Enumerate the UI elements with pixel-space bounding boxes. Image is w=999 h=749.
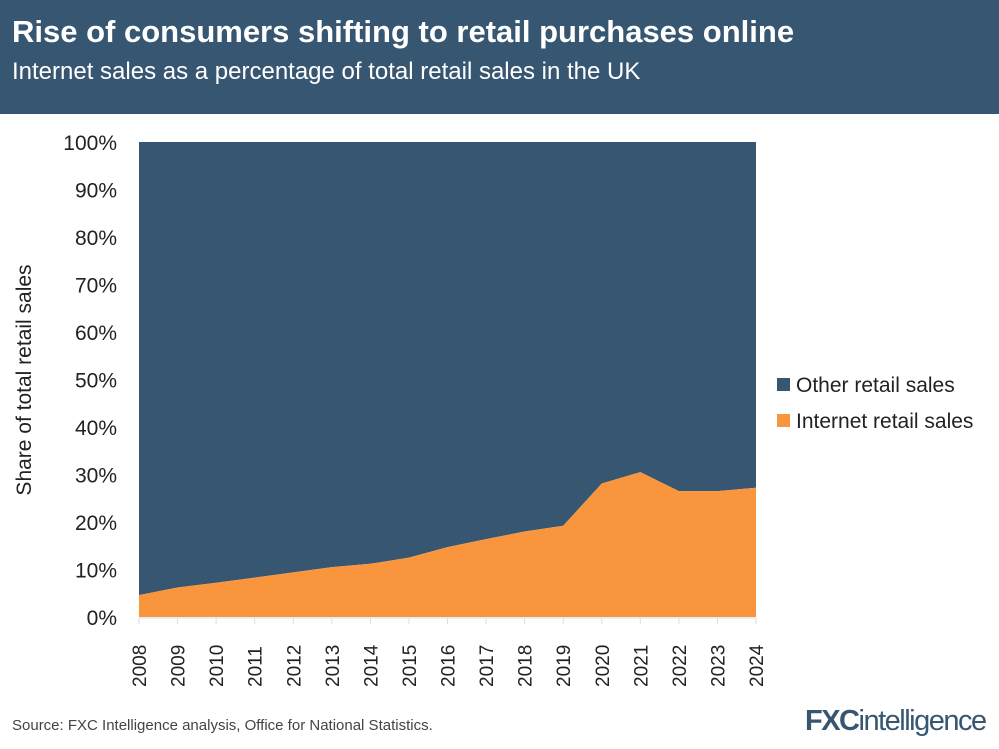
- y-tick-label: 100%: [63, 132, 117, 155]
- y-axis-label: Share of total retail sales: [13, 264, 36, 495]
- y-tick-label: 30%: [75, 465, 117, 488]
- x-tick-label: 2009: [169, 645, 190, 687]
- legend-label: Internet retail sales: [796, 410, 973, 433]
- header: Rise of consumers shifting to retail pur…: [0, 0, 999, 114]
- x-tick-label: 2014: [361, 644, 382, 687]
- y-tick-label: 0%: [87, 607, 117, 630]
- x-tick-label: 2008: [130, 645, 151, 687]
- y-tick-label: 60%: [75, 322, 117, 345]
- x-tick-label: 2018: [516, 645, 537, 687]
- x-tick-label: 2017: [477, 645, 498, 687]
- x-tick-label: 2020: [593, 645, 614, 687]
- chart-title: Rise of consumers shifting to retail pur…: [12, 14, 795, 49]
- x-tick-label: 2024: [747, 644, 768, 687]
- x-tick-label: 2012: [284, 645, 305, 687]
- legend-swatch: [777, 378, 790, 391]
- y-tick-label: 10%: [75, 560, 117, 583]
- x-tick-label: 2019: [554, 645, 575, 687]
- x-tick-label: 2022: [670, 645, 691, 687]
- source-note: Source: FXC Intelligence analysis, Offic…: [12, 717, 433, 734]
- y-tick-label: 70%: [75, 275, 117, 298]
- y-tick-label: 90%: [75, 180, 117, 203]
- x-tick-label: 2021: [631, 645, 652, 687]
- x-tick-label: 2010: [207, 645, 228, 687]
- area-internet-retail-sales: [139, 472, 756, 617]
- y-tick-label: 80%: [75, 227, 117, 250]
- x-tick-label: 2013: [323, 645, 344, 687]
- y-tick-label: 40%: [75, 417, 117, 440]
- legend-label: Other retail sales: [796, 374, 955, 397]
- x-tick-label: 2015: [400, 645, 421, 687]
- chart-subtitle: Internet sales as a percentage of total …: [12, 58, 641, 85]
- y-tick-label: 50%: [75, 370, 117, 393]
- legend-swatch: [777, 414, 790, 427]
- fxc-logo: FXCintelligence: [805, 705, 987, 737]
- x-tick-label: 2011: [246, 646, 267, 687]
- x-tick-label: 2023: [708, 645, 729, 687]
- y-tick-label: 20%: [75, 512, 117, 535]
- x-tick-label: 2016: [439, 645, 460, 687]
- area-other-retail-sales: [139, 142, 756, 596]
